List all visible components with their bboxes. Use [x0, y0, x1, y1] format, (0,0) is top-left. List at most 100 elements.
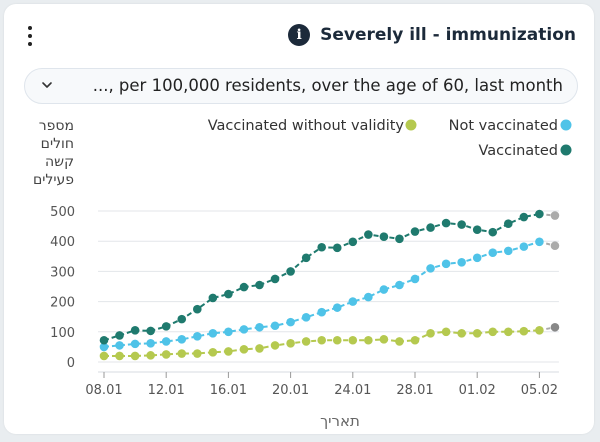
data-point [193, 349, 202, 358]
data-point [550, 241, 560, 251]
data-point [130, 325, 140, 335]
data-point [270, 321, 280, 331]
kebab-menu-icon[interactable] [26, 26, 34, 46]
y-axis-label-line: פעילים [33, 172, 74, 188]
data-point [441, 327, 451, 337]
data-point [255, 344, 264, 353]
data-point [364, 335, 373, 345]
chart-card: i Severely ill - immunization ..., per 1… [4, 4, 594, 434]
card-title: Severely ill - immunization [320, 25, 576, 45]
legend-marker [560, 119, 572, 131]
data-point [286, 267, 295, 276]
info-icon[interactable]: i [288, 24, 311, 46]
data-point [379, 335, 389, 344]
data-point [504, 246, 513, 256]
data-point [177, 349, 187, 358]
data-point [255, 280, 264, 290]
data-point [193, 332, 202, 341]
y-tick-label: 200 [50, 296, 75, 311]
legend-marker [405, 119, 417, 131]
y-tick-label: 300 [50, 265, 75, 280]
x-tick-label: 12.01 [148, 383, 185, 398]
data-point [472, 225, 482, 235]
data-point [519, 212, 529, 222]
data-point [550, 211, 560, 220]
data-point [410, 335, 420, 345]
data-point [270, 274, 280, 284]
data-point [535, 325, 544, 335]
x-tick-label: 05.02 [521, 383, 558, 398]
data-point [535, 209, 544, 219]
line-chart: 0 100 200 300 400 500 08.01 12.01 16.01 20.01 24.0… [33, 118, 572, 430]
data-point [255, 322, 264, 332]
y-axis-label-line: קשה [45, 154, 74, 170]
data-point [208, 329, 218, 338]
y-axis-label-line: חולים [41, 136, 74, 152]
legend-marker [560, 144, 572, 156]
data-point [332, 303, 342, 312]
x-tick-label: 20.01 [272, 383, 309, 398]
data-point [161, 337, 171, 346]
data-point [472, 329, 482, 338]
data-point [317, 242, 327, 252]
data-point [395, 337, 404, 346]
data-point [410, 274, 420, 284]
data-point [130, 339, 140, 349]
data-point [535, 237, 544, 247]
data-point [286, 317, 295, 327]
data-point [99, 335, 109, 345]
x-tick-label: 01.02 [459, 383, 496, 398]
card-header: i Severely ill - immunization [4, 4, 594, 64]
data-point [239, 345, 249, 354]
filter-dropdown[interactable]: ..., per 100,000 residents, over the age… [24, 68, 578, 104]
data-point [99, 342, 109, 352]
data-point [457, 258, 466, 267]
y-axis-label-line: מספר [39, 118, 74, 134]
data-point [348, 237, 358, 247]
legend-label: Vaccinated without validity [208, 118, 405, 134]
data-point [457, 329, 466, 338]
data-point [301, 337, 311, 346]
data-point [177, 314, 187, 324]
data-point [426, 329, 435, 338]
data-point [224, 327, 233, 337]
title-area: i Severely ill - immunization [288, 24, 576, 46]
data-point [130, 351, 140, 361]
data-point [348, 297, 358, 306]
data-point [364, 292, 373, 302]
data-point [488, 248, 498, 257]
data-point [519, 242, 529, 251]
legend-label: Vaccinated [478, 143, 558, 159]
data-point [161, 350, 171, 359]
y-tick-label: 400 [50, 235, 75, 250]
data-point [550, 322, 560, 332]
filter-selected-value: ..., per 100,000 residents, over the age… [92, 76, 563, 95]
data-point [115, 341, 124, 350]
data-point [348, 335, 358, 345]
data-point [457, 220, 466, 229]
series-line [103, 240, 540, 348]
data-point [115, 331, 124, 340]
data-point [504, 327, 513, 337]
data-point [239, 325, 249, 334]
data-point [146, 338, 155, 348]
data-point [504, 219, 513, 228]
x-tick-label: 24.01 [334, 383, 371, 398]
data-point [317, 307, 327, 317]
data-point [410, 227, 420, 236]
x-tick-label: 16.01 [210, 383, 247, 398]
data-point [379, 285, 389, 294]
data-point [332, 335, 342, 345]
data-point [208, 348, 218, 357]
data-point [224, 289, 233, 299]
chevron-down-icon [42, 82, 52, 88]
data-point [208, 293, 218, 303]
series-line [103, 213, 540, 342]
data-point [239, 282, 249, 292]
data-point [519, 326, 529, 336]
data-point [99, 351, 109, 361]
data-point [177, 335, 187, 344]
data-point [395, 234, 404, 244]
y-tick-label: 100 [50, 326, 75, 341]
data-point [379, 232, 389, 241]
